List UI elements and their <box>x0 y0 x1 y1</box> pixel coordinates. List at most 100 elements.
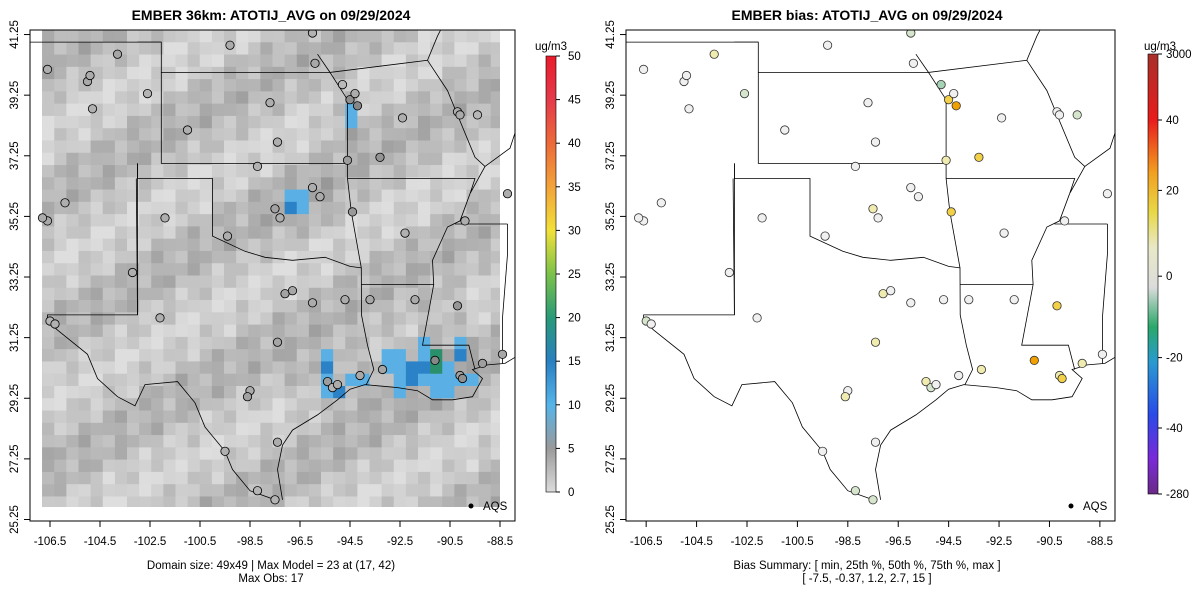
heatmap-cell <box>430 91 443 105</box>
heatmap-cell <box>357 91 370 105</box>
heatmap-cell <box>224 385 237 399</box>
heatmap-cell <box>236 471 249 485</box>
heatmap-cell <box>114 66 128 80</box>
heatmap-cell <box>418 324 431 338</box>
heatmap-cell <box>78 103 92 117</box>
heatmap-cell <box>478 226 492 240</box>
heatmap-cell <box>114 361 128 375</box>
heatmap-cell <box>369 165 383 178</box>
heatmap-cell <box>248 103 261 117</box>
heatmap-cell <box>442 398 455 411</box>
heatmap-cell <box>114 422 128 436</box>
heatmap-cell <box>418 214 431 227</box>
heatmap-cell <box>151 54 164 68</box>
heatmap-cell <box>163 385 176 399</box>
heatmap-cell <box>199 336 213 350</box>
heatmap-cell <box>333 250 346 264</box>
heatmap-cell <box>102 459 116 473</box>
heatmap-cell <box>333 103 346 117</box>
heatmap-cell <box>127 79 140 92</box>
bias-point <box>780 125 790 135</box>
heatmap-cell <box>199 496 213 510</box>
heatmap-cell <box>345 385 358 399</box>
obs-point <box>472 110 483 120</box>
heatmap-cell <box>163 177 176 190</box>
x-tick-label: -102.5 <box>731 536 764 548</box>
heatmap-cell <box>151 140 164 154</box>
heatmap-cell <box>199 152 213 166</box>
heatmap-cell <box>272 398 286 411</box>
heatmap-cell <box>405 496 419 510</box>
heatmap-cell <box>199 140 213 154</box>
heatmap-cell <box>321 30 334 43</box>
heatmap-cell <box>393 287 407 301</box>
heatmap-cell <box>405 275 419 289</box>
heatmap-cell <box>199 410 213 424</box>
heatmap-cell <box>248 471 261 485</box>
heatmap-cell <box>248 140 261 154</box>
heatmap-cell <box>139 275 152 289</box>
heatmap-cell <box>66 42 79 55</box>
heatmap-cell <box>345 263 358 276</box>
heatmap-cell <box>102 324 116 338</box>
heatmap-cell <box>284 66 298 80</box>
colorbar-tick-label: -280 <box>1166 489 1189 501</box>
heatmap-cell <box>333 361 346 375</box>
obs-point <box>270 204 280 214</box>
heatmap-cell <box>308 79 322 92</box>
bias-point <box>964 295 974 305</box>
heatmap-cell <box>90 177 104 190</box>
heatmap-cell <box>211 91 225 105</box>
colorbar-tick-label: 30 <box>568 225 581 237</box>
heatmap-cell <box>442 66 455 80</box>
heatmap-cell <box>151 496 164 510</box>
heatmap-cell <box>381 177 395 190</box>
colorbar-tick-label: 0 <box>1166 271 1172 283</box>
heatmap-cell <box>211 385 225 399</box>
heatmap-cell <box>430 165 443 178</box>
heatmap-cell <box>224 275 237 289</box>
heatmap-cell <box>333 30 346 43</box>
heatmap-cell <box>296 435 310 448</box>
heatmap-cell <box>405 201 419 215</box>
heatmap-cell <box>478 140 492 154</box>
heatmap-cell <box>54 66 67 80</box>
heatmap-cell <box>418 484 431 497</box>
heatmap-cell <box>284 459 298 473</box>
state-border-line <box>277 356 515 500</box>
heatmap-cell <box>187 287 201 301</box>
heatmap-cell <box>127 471 140 485</box>
heatmap-cell <box>78 349 92 362</box>
heatmap-cell <box>175 361 189 375</box>
heatmap-cell <box>211 103 225 117</box>
heatmap-cell <box>321 238 334 252</box>
heatmap-cell <box>66 324 79 338</box>
heatmap-cell <box>357 471 370 485</box>
heatmap-cell <box>296 459 310 473</box>
heatmap-cell <box>418 238 431 252</box>
heatmap-cell <box>454 238 467 252</box>
heatmap-cell <box>405 336 419 350</box>
bias-point <box>913 192 924 202</box>
bias-point <box>954 370 964 381</box>
heatmap-cell <box>308 140 322 154</box>
heatmap-cell <box>393 459 407 473</box>
heatmap-cell <box>442 226 455 240</box>
heatmap-cell <box>296 471 310 485</box>
heatmap-cell <box>114 238 128 252</box>
y-tick-label: 37.25 <box>605 141 617 170</box>
heatmap-cell <box>42 79 55 92</box>
heatmap-cell <box>260 410 273 424</box>
heatmap-cell <box>284 324 298 338</box>
heatmap-cell <box>321 361 334 375</box>
heatmap-cell <box>272 165 286 178</box>
heatmap-cell <box>381 435 395 448</box>
heatmap-cell <box>357 189 370 203</box>
heatmap-cell <box>175 484 189 497</box>
heatmap-cell <box>466 410 480 424</box>
bias-point <box>739 89 750 99</box>
heatmap-cell <box>78 115 92 129</box>
heatmap-cell <box>248 422 261 436</box>
heatmap-cell <box>308 115 322 129</box>
heatmap-cell <box>442 250 455 264</box>
